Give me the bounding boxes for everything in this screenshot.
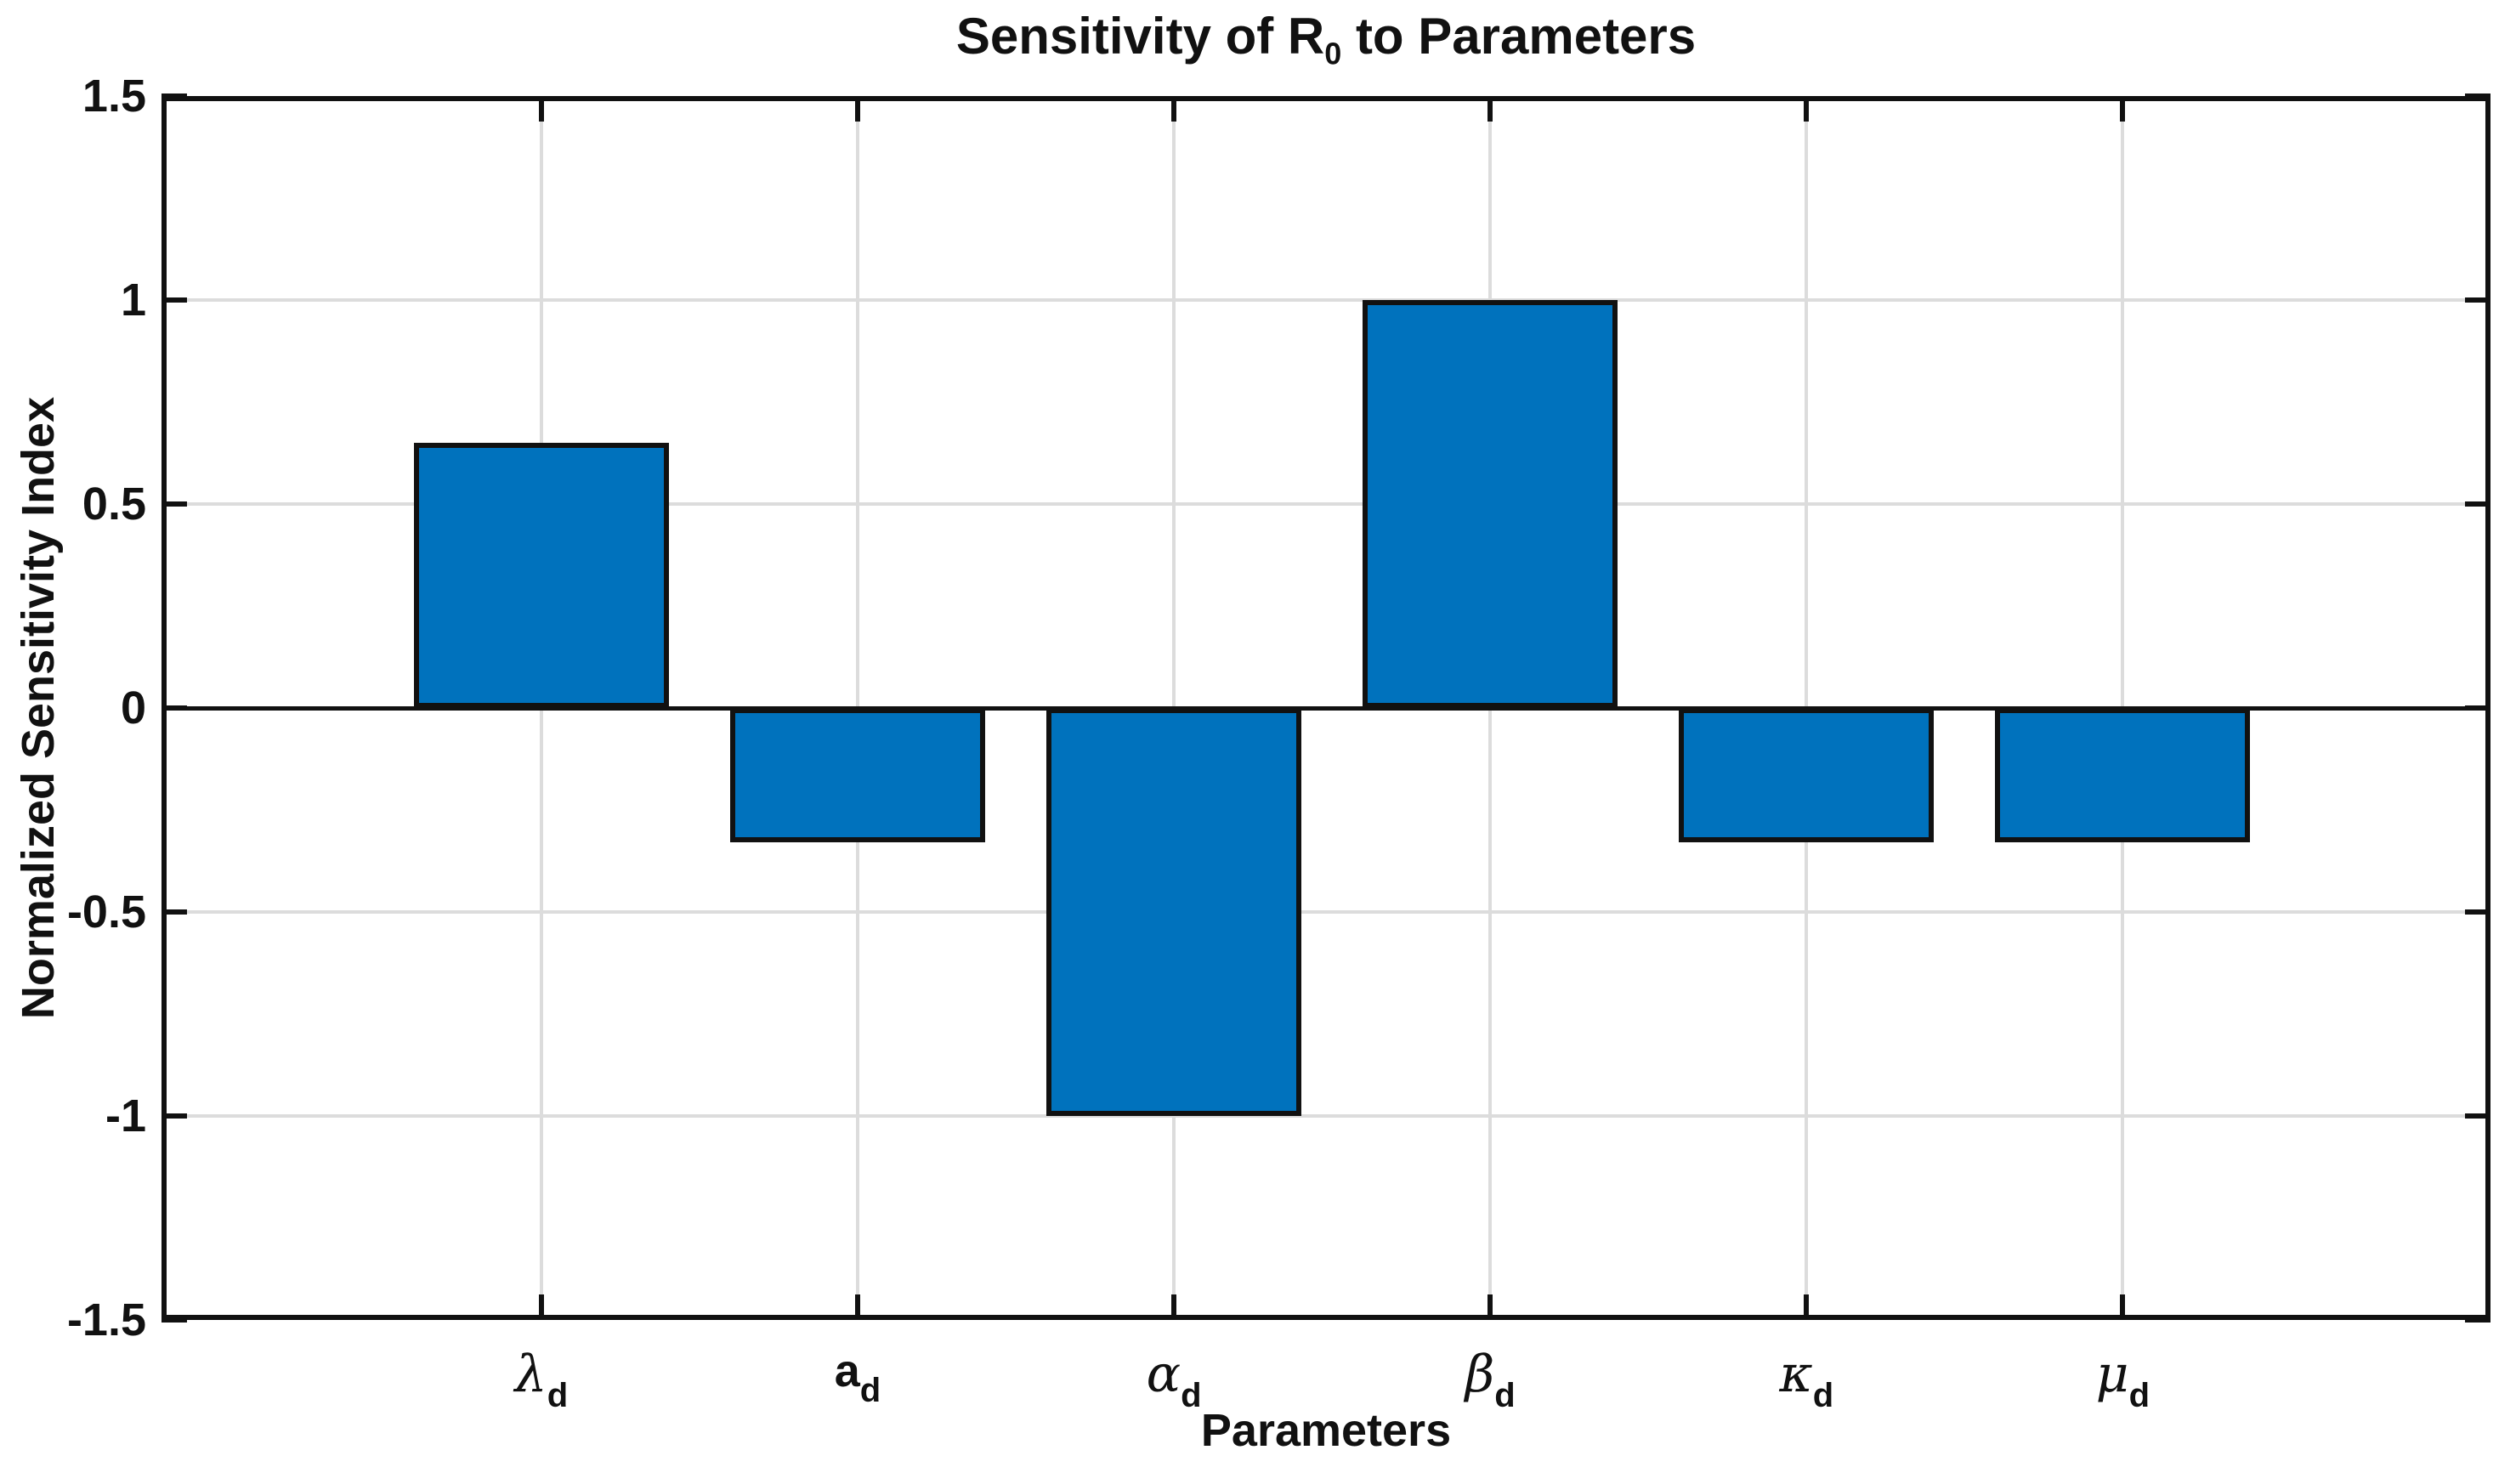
- x-tick-mark: [854, 1294, 860, 1320]
- chart-title-text-tail: to Parameters: [1341, 8, 1697, 65]
- y-tick-mark: [2465, 297, 2490, 303]
- y-tick-mark: [162, 297, 187, 303]
- x-axis-label: Parameters: [1200, 1405, 1452, 1456]
- x-tick-label-a_d: ad: [835, 1345, 881, 1410]
- chart-title-subscript: 0: [1324, 36, 1342, 71]
- chart-title: Sensitivity of R0 to Parameters: [162, 7, 2490, 72]
- bar-λ_d: [413, 443, 669, 708]
- x-tick-symbol: a: [834, 1345, 860, 1396]
- y-tick-mark: [2465, 705, 2490, 711]
- gridline-h: [162, 910, 2490, 914]
- x-tick-symbol: α: [1146, 1345, 1182, 1404]
- bar-κ_d: [1679, 708, 1935, 843]
- x-tick-mark: [538, 96, 544, 122]
- x-tick-subscript: d: [1181, 1377, 1202, 1414]
- x-tick-subscript: d: [1494, 1377, 1516, 1414]
- x-tick-label-κ_d: κd: [1779, 1345, 1833, 1415]
- x-tick-label-λ_d: λd: [515, 1345, 568, 1415]
- y-tick-label: -1.5: [66, 1294, 146, 1345]
- y-tick-mark: [2465, 1317, 2490, 1323]
- y-tick-mark: [2465, 1113, 2490, 1119]
- gridline-h: [162, 502, 2490, 506]
- y-tick-mark: [162, 501, 187, 507]
- y-tick-label: 1: [120, 275, 146, 326]
- x-tick-mark: [538, 1294, 544, 1320]
- bar-a_d: [729, 708, 985, 843]
- y-tick-mark: [162, 909, 187, 915]
- bar-μ_d: [1995, 708, 2251, 843]
- bar-β_d: [1363, 300, 1618, 708]
- y-tick-labels: 1.5 1 0.5 0 -0.5 -1 -1.5: [0, 71, 146, 1345]
- x-tick-subscript: d: [1812, 1377, 1834, 1414]
- x-tick-mark: [1804, 96, 1810, 122]
- x-tick-mark: [1171, 96, 1177, 122]
- y-tick-mark: [2465, 501, 2490, 507]
- y-tick-label: 1.5: [82, 71, 146, 122]
- x-tick-subscript: d: [2128, 1377, 2150, 1414]
- y-tick-mark: [162, 1113, 187, 1119]
- plot-area: [162, 93, 2490, 1323]
- x-tick-symbol: κ: [1779, 1345, 1813, 1404]
- x-tick-mark: [1488, 1294, 1493, 1320]
- y-tick-label: -1: [105, 1090, 146, 1141]
- y-tick-label: -0.5: [66, 886, 146, 937]
- x-tick-symbol: β: [1465, 1345, 1495, 1404]
- x-tick-mark: [1488, 96, 1493, 122]
- x-tick-label-α_d: αd: [1147, 1345, 1202, 1415]
- y-tick-mark: [2465, 909, 2490, 915]
- x-tick-subscript: d: [859, 1372, 881, 1409]
- zero-line-layer: [162, 96, 2490, 1320]
- y-tick-label: 0.5: [82, 479, 146, 530]
- y-tick-mark: [162, 1317, 187, 1323]
- y-tick-mark: [162, 705, 187, 711]
- x-tick-mark: [854, 96, 860, 122]
- bars-layer: [162, 96, 2490, 1320]
- zero-baseline: [162, 706, 2490, 711]
- x-tick-mark: [2120, 1294, 2126, 1320]
- x-tick-label-μ_d: μd: [2096, 1345, 2150, 1415]
- axes-frame: [162, 96, 2490, 1320]
- x-tick-label-β_d: βd: [1465, 1345, 1516, 1415]
- gridline-h: [162, 1114, 2490, 1118]
- y-tick-label: 0: [120, 683, 146, 734]
- x-tick-mark: [2120, 96, 2126, 122]
- gridline-h: [162, 298, 2490, 302]
- x-tick-symbol: λ: [514, 1345, 547, 1404]
- x-tick-symbol: μ: [2095, 1345, 2129, 1404]
- chart-title-text: Sensitivity of R: [955, 8, 1325, 65]
- x-tick-subscript: d: [547, 1377, 569, 1414]
- x-tick-mark: [1171, 1294, 1177, 1320]
- x-tick-mark: [1804, 1294, 1810, 1320]
- bar-α_d: [1046, 708, 1302, 1116]
